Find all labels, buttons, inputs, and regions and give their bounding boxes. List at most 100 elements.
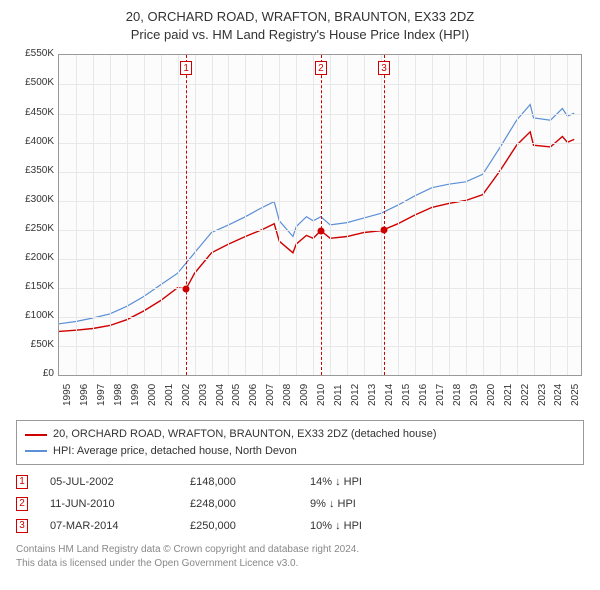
gridline-v <box>262 55 263 375</box>
gridline-v <box>381 55 382 375</box>
y-axis-label: £50K <box>10 339 54 350</box>
legend-label: HPI: Average price, detached house, Nort… <box>53 443 297 460</box>
transactions-table: 1 05-JUL-2002 £148,000 14% ↓ HPI 211-JUN-201… <box>16 471 584 537</box>
x-axis-label: 1998 <box>113 384 124 406</box>
gridline-v <box>534 55 535 375</box>
y-axis-label: £250K <box>10 223 54 234</box>
x-axis-label: 1996 <box>79 384 90 406</box>
gridline-v <box>550 55 551 375</box>
gridline-v <box>415 55 416 375</box>
gridline-v <box>517 55 518 375</box>
gridline-v <box>212 55 213 375</box>
chart-area: 123 £0£50K£100K£150K£200K£250K£300K£350K… <box>10 48 590 416</box>
transaction-row-marker: 3 <box>16 519 28 533</box>
x-axis-label: 2012 <box>350 384 361 406</box>
transaction-point <box>183 286 190 293</box>
gridline-v <box>127 55 128 375</box>
title-address: 20, ORCHARD ROAD, WRAFTON, BRAUNTON, EX3… <box>0 8 600 26</box>
transaction-diff: 14% ↓ HPI <box>310 476 420 488</box>
transaction-marker: 3 <box>378 61 390 75</box>
transaction-diff: 10% ↓ HPI <box>310 520 420 532</box>
x-axis-label: 2003 <box>198 384 209 406</box>
gridline-v <box>466 55 467 375</box>
gridline-v <box>364 55 365 375</box>
x-axis-label: 2024 <box>553 384 564 406</box>
gridline-v <box>483 55 484 375</box>
gridline-v <box>398 55 399 375</box>
transaction-line <box>384 55 385 375</box>
x-axis-label: 2000 <box>147 384 158 406</box>
transaction-row: 211-JUN-2010£248,0009% ↓ HPI <box>16 493 584 515</box>
x-axis-label: 2006 <box>248 384 259 406</box>
gridline-v <box>93 55 94 375</box>
title-block: 20, ORCHARD ROAD, WRAFTON, BRAUNTON, EX3… <box>0 0 600 48</box>
gridline-v <box>161 55 162 375</box>
transaction-marker: 2 <box>315 61 327 75</box>
transaction-price: £148,000 <box>190 476 300 488</box>
transaction-diff: 9% ↓ HPI <box>310 498 420 510</box>
x-axis-label: 2013 <box>367 384 378 406</box>
x-axis-label: 2021 <box>503 384 514 406</box>
x-axis-label: 1999 <box>130 384 141 406</box>
y-axis-label: £400K <box>10 136 54 147</box>
transaction-date: 05-JUL-2002 <box>50 476 180 488</box>
plot-area: 1 2 3 <box>58 54 582 376</box>
x-axis-label: 2025 <box>570 384 581 406</box>
gridline-v <box>567 55 568 375</box>
gridline-v <box>296 55 297 375</box>
x-axis-label: 1995 <box>62 384 73 406</box>
y-axis-label: £350K <box>10 165 54 176</box>
gridline-v <box>110 55 111 375</box>
gridline-v <box>330 55 331 375</box>
footer-line1: Contains HM Land Registry data © Crown c… <box>16 543 584 557</box>
series-hpi <box>59 105 574 324</box>
x-axis-label: 2023 <box>537 384 548 406</box>
x-axis-label: 2009 <box>299 384 310 406</box>
legend: 20, ORCHARD ROAD, WRAFTON, BRAUNTON, EX3… <box>16 420 584 465</box>
x-axis-label: 2018 <box>452 384 463 406</box>
x-axis-label: 2015 <box>401 384 412 406</box>
x-axis-label: 2001 <box>164 384 175 406</box>
y-axis-label: £500K <box>10 77 54 88</box>
transaction-point <box>381 226 388 233</box>
gridline-v <box>432 55 433 375</box>
title-subtitle: Price paid vs. HM Land Registry's House … <box>0 26 600 44</box>
transaction-line <box>186 55 187 375</box>
transaction-date: 11-JUN-2010 <box>50 498 180 510</box>
gridline-v <box>313 55 314 375</box>
gridline-v <box>245 55 246 375</box>
x-axis-label: 2008 <box>282 384 293 406</box>
transaction-row: 307-MAR-2014£250,00010% ↓ HPI <box>16 515 584 537</box>
footer-note: Contains HM Land Registry data © Crown c… <box>16 543 584 570</box>
legend-label: 20, ORCHARD ROAD, WRAFTON, BRAUNTON, EX3… <box>53 426 436 443</box>
chart-container: 20, ORCHARD ROAD, WRAFTON, BRAUNTON, EX3… <box>0 0 600 570</box>
x-axis-label: 2002 <box>181 384 192 406</box>
x-axis-label: 2004 <box>215 384 226 406</box>
y-axis-label: £550K <box>10 48 54 59</box>
x-axis-label: 2016 <box>418 384 429 406</box>
legend-swatch <box>25 450 47 452</box>
gridline-v <box>347 55 348 375</box>
transaction-row: 1 05-JUL-2002 £148,000 14% ↓ HPI <box>16 471 584 493</box>
gridline-v <box>76 55 77 375</box>
legend-row: HPI: Average price, detached house, Nort… <box>25 443 575 460</box>
gridline-v <box>144 55 145 375</box>
x-axis-label: 2007 <box>265 384 276 406</box>
gridline-v <box>500 55 501 375</box>
x-axis-label: 2005 <box>231 384 242 406</box>
legend-swatch <box>25 434 47 436</box>
transaction-marker: 1 <box>180 61 192 75</box>
x-axis-label: 2017 <box>435 384 446 406</box>
transaction-line <box>321 55 322 375</box>
x-axis-label: 1997 <box>96 384 107 406</box>
x-axis-label: 2020 <box>486 384 497 406</box>
transaction-row-marker: 1 <box>16 475 28 489</box>
x-axis-label: 2011 <box>333 385 344 407</box>
y-axis-label: £300K <box>10 194 54 205</box>
y-axis-label: £200K <box>10 252 54 263</box>
transaction-date: 07-MAR-2014 <box>50 520 180 532</box>
gridline-v <box>178 55 179 375</box>
footer-line2: This data is licensed under the Open Gov… <box>16 557 584 571</box>
gridline-v <box>449 55 450 375</box>
transaction-point <box>317 228 324 235</box>
